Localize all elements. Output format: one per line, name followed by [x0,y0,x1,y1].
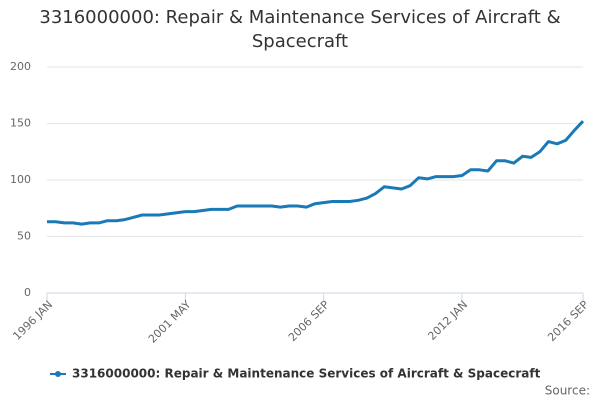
legend-label: 3316000000: Repair & Maintenance Service… [72,367,541,381]
x-tick-label: 2006 SEP [286,298,332,344]
x-tick-label: 2012 JAN [425,298,470,343]
x-tick-label: 2001 MAY [146,298,194,346]
data-line [47,120,585,226]
y-tick-label: 200 [10,60,31,73]
source: Source: [545,384,590,398]
y-tick-label: 100 [10,173,31,186]
x-tick-label: 2016 SEP [545,298,591,344]
chart-title: 3316000000: Repair & Maintenance Service… [39,7,561,52]
y-tick-label: 50 [17,230,31,243]
y-tick-label: 0 [24,286,31,299]
y-tick-label: 150 [10,117,31,130]
x-tick-label: 1996 JAN [10,298,55,343]
legend-marker-dot [55,371,61,377]
